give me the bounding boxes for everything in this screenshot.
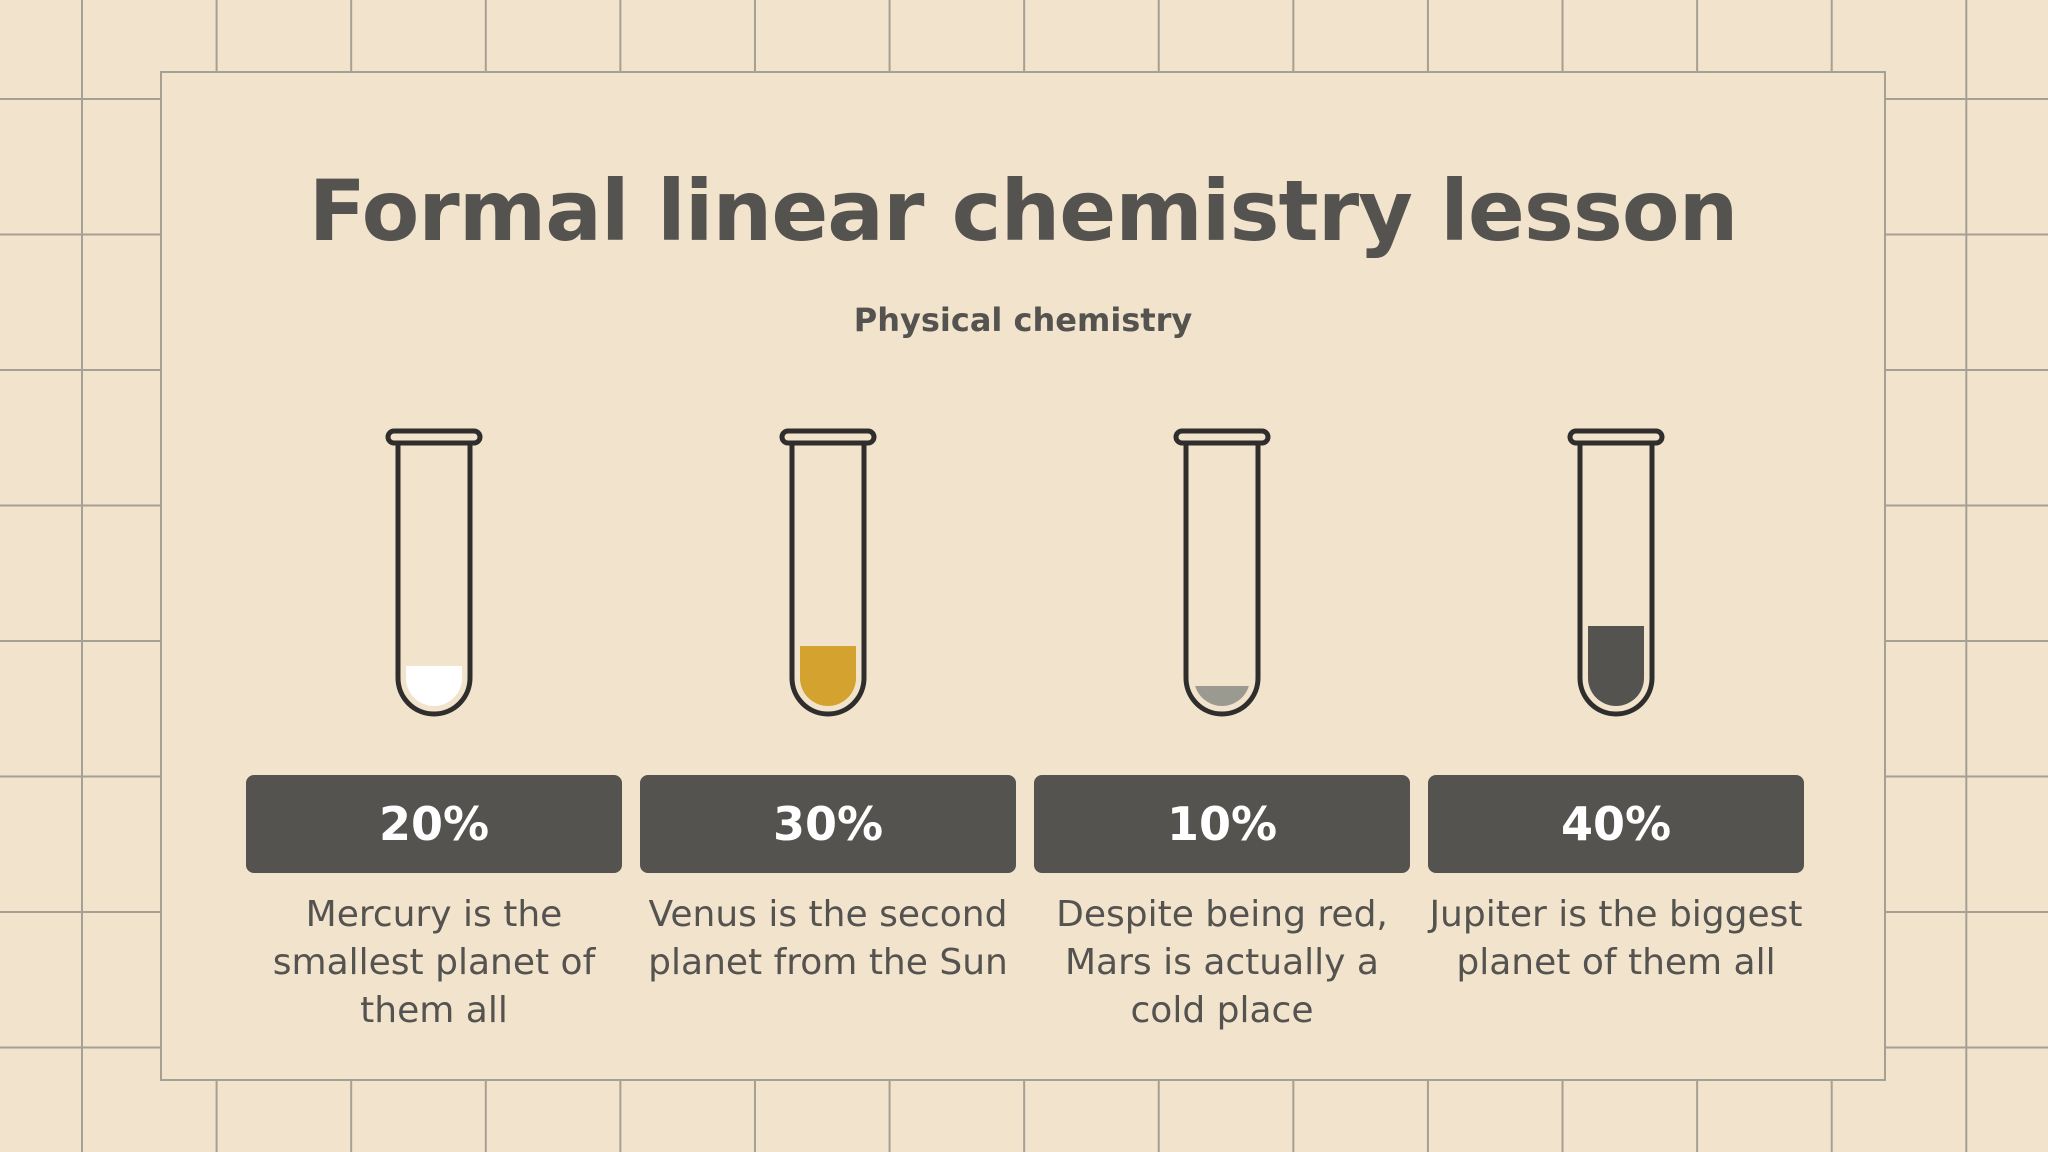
slide-subtitle: Physical chemistry	[853, 301, 1193, 339]
tube-fill	[1194, 686, 1250, 706]
percent-badge: 20%	[246, 775, 622, 873]
test-tube-icon	[1173, 428, 1271, 717]
test-tube-icon	[779, 428, 877, 717]
percent-badge: 30%	[640, 775, 1016, 873]
item-column: 20% Mercury is the smallest planet of th…	[246, 423, 622, 1031]
tube-fill	[1588, 626, 1644, 706]
item-column: 30% Venus is the second planet from the …	[640, 423, 1016, 983]
item-description: Jupiter is the biggest planet of them al…	[1429, 894, 1803, 983]
item-column: 10% Despite being red, Mars is actually …	[1034, 423, 1410, 1031]
item-column: 40% Jupiter is the biggest planet of the…	[1428, 423, 1804, 983]
percent-badge: 10%	[1034, 775, 1410, 873]
tube-fill	[800, 646, 856, 706]
test-tube-icon	[385, 428, 483, 717]
test-tube-icon	[1567, 428, 1665, 717]
percent-badge: 40%	[1428, 775, 1804, 873]
item-description: Mercury is the smallest planet of them a…	[272, 894, 596, 1031]
item-description: Despite being red, Mars is actually a co…	[1056, 894, 1388, 1031]
slide-card: Formal linear chemistry lesson Physical …	[160, 71, 1886, 1081]
slide-title: Formal linear chemistry lesson	[308, 162, 1739, 260]
item-description: Venus is the second planet from the Sun	[648, 894, 1008, 983]
